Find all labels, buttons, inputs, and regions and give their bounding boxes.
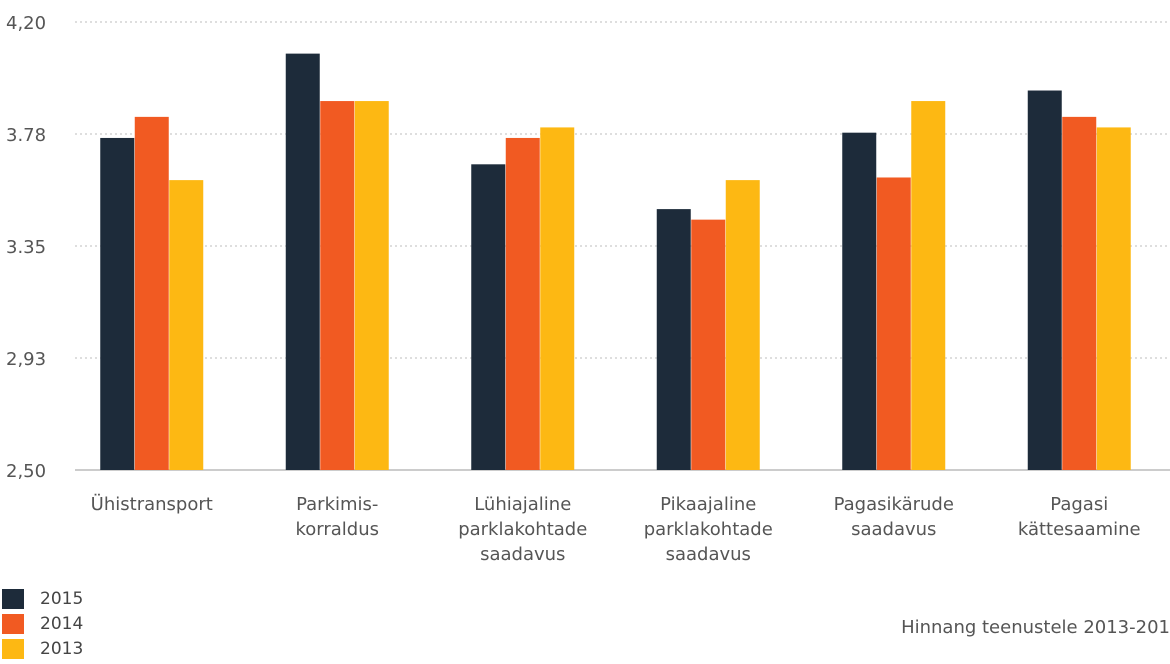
x-category-label: Ühistransport [91,493,213,515]
y-tick-label: 4,20 [6,13,46,34]
x-category-label: Parkimis- [296,494,378,515]
x-category-label: parklakohtade [644,519,773,540]
bar-2014-0 [134,116,169,470]
legend-label: 2014 [40,613,84,634]
bar-2013-1 [354,101,389,470]
bar-2014-5 [1062,116,1097,470]
x-category-label: saadavus [851,519,936,540]
x-category-label: Pikaajaline [660,494,756,515]
bar-2013-3 [725,180,760,470]
y-tick-label: 3.35 [6,237,46,258]
legend: 2015 2014 2013 [2,586,83,661]
legend-label: 2015 [40,588,84,609]
legend-item-2014: 2014 [2,611,83,636]
bar-2014-4 [876,177,911,470]
bar-2015-2 [471,164,506,470]
y-tick-label: 2,93 [6,349,46,370]
bar-2014-1 [320,101,355,470]
y-tick-label: 3.78 [6,125,46,146]
bar-chart: 4,20 3.78 3.35 2,93 2,50 Ühistransport Parkimi… [6,13,1170,565]
bar-2015-0 [100,137,135,470]
legend-label: 2013 [40,638,84,659]
legend-item-2015: 2015 [2,586,83,611]
x-category-label: korraldus [295,519,379,540]
bar-2013-0 [169,180,204,470]
bar-2014-3 [691,219,726,470]
x-category-label: kättesaamine [1018,519,1141,540]
bar-2015-4 [842,132,877,470]
bar-2014-2 [505,137,540,470]
x-category-label: Pagasikärude [834,494,954,515]
x-category-label: Pagasi [1050,494,1108,515]
bar-2015-3 [656,209,691,470]
legend-swatch-2013 [2,638,24,659]
chart-note: Hinnang teenustele 2013-201 [901,617,1170,638]
x-category-label: saadavus [666,544,751,565]
x-category-label: saadavus [480,544,565,565]
x-category-label: parklakohtade [458,519,587,540]
x-category-label: Lühiajaline [474,494,571,515]
legend-item-2013: 2013 [2,636,83,661]
legend-swatch-2015 [2,588,24,609]
legend-swatch-2014 [2,613,24,634]
bar-2013-5 [1096,127,1131,470]
bar-2013-4 [911,101,946,470]
bar-2015-5 [1027,90,1062,471]
y-tick-label: 2,50 [6,461,46,482]
bar-2015-1 [285,53,320,470]
bar-2013-2 [540,127,575,470]
